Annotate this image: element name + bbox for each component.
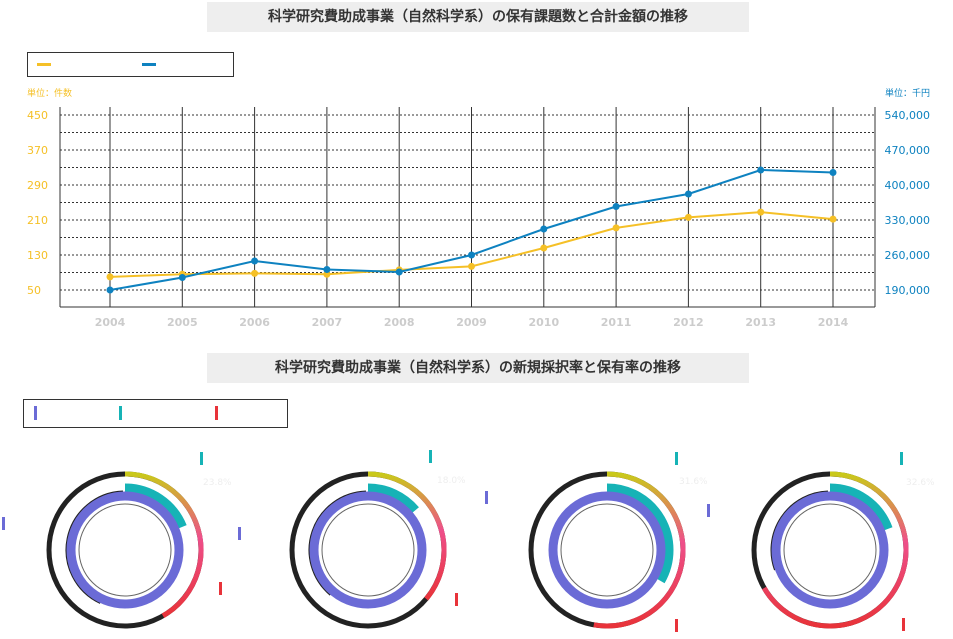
- y-left-tick-label: 50: [27, 284, 41, 297]
- ring-indicator-bar: [455, 593, 458, 606]
- data-point-amount: [178, 274, 186, 281]
- legend-swatch-hold-rate: [119, 406, 122, 420]
- ring-new-arc: [309, 491, 427, 609]
- y-right-tick-label: 540,000: [885, 109, 931, 122]
- ring-indicator-bar: [707, 504, 710, 517]
- data-point-count: [251, 269, 259, 277]
- x-tick-label: 2013: [745, 316, 776, 329]
- data-point-amount: [468, 251, 475, 259]
- chart2-legend: [23, 399, 288, 428]
- ring-hold-arc: [124, 483, 187, 529]
- y-left-tick-label: 210: [27, 214, 48, 227]
- data-point-count: [829, 215, 837, 223]
- x-tick-label: 2007: [312, 316, 343, 329]
- data-point-amount: [757, 166, 765, 174]
- legend-swatch-count: [37, 63, 51, 66]
- x-tick-label: 2009: [456, 316, 487, 329]
- chart1-legend: [27, 52, 234, 77]
- data-point-count: [106, 273, 114, 281]
- y-left-tick-label: 130: [27, 249, 48, 262]
- y-right-tick-label: 260,000: [885, 249, 931, 262]
- ring-hold-arc: [829, 483, 893, 531]
- ring-indicator-bar: [238, 527, 241, 540]
- ring-inner-circle: [78, 503, 172, 597]
- ring-outer-arc: [367, 471, 447, 601]
- x-tick-label: 2005: [167, 316, 198, 329]
- ring-inner-circle: [560, 503, 654, 597]
- ring-indicator-bar-hold: [200, 452, 203, 465]
- x-tick-label: 2014: [818, 316, 849, 329]
- x-tick-label: 2011: [601, 316, 632, 329]
- ring-indicator-bar: [485, 491, 488, 504]
- data-point-count: [757, 208, 765, 216]
- unit-right-label: 単位：千円: [885, 87, 930, 99]
- unit-left-label: 単位：件数: [27, 87, 72, 99]
- data-point-count: [468, 262, 475, 270]
- ring-indicator-bar: [219, 582, 222, 595]
- ring-outer-arc: [762, 471, 909, 629]
- y-left-tick-label: 290: [27, 179, 48, 192]
- ring-hold-arc: [606, 483, 674, 584]
- data-point-amount: [540, 225, 548, 233]
- data-point-amount: [106, 286, 114, 294]
- ring-label-4: 32.6%: [906, 478, 935, 488]
- ring-outer-arc: [593, 471, 686, 629]
- data-point-amount: [251, 257, 259, 265]
- y-left-tick-label: 370: [27, 144, 48, 157]
- data-point-amount: [684, 190, 692, 198]
- ring-new-arc: [771, 491, 889, 609]
- ring-indicator-bar: [675, 619, 678, 632]
- ring-indicator-bar: [902, 618, 905, 631]
- y-right-tick-label: 330,000: [885, 214, 931, 227]
- y-right-tick-label: 400,000: [885, 179, 931, 192]
- line-chart: 単位：件数 単位：千円 2004 2005 2006 2007 2008 2009 2010…: [27, 87, 931, 329]
- x-tick-label: 2004: [95, 316, 126, 329]
- x-tick-label: 2012: [673, 316, 704, 329]
- data-point-amount: [323, 266, 331, 273]
- y-right-tick-label: 190,000: [885, 284, 931, 297]
- ring-indicator-bar: [2, 517, 5, 530]
- ring-indicator-bar-hold: [429, 450, 432, 463]
- chart2-title: 科学研究費助成事業（自然科学系）の新規採択率と保有率の推移: [207, 353, 749, 383]
- data-point-count: [612, 224, 620, 232]
- data-point-amount: [395, 268, 403, 276]
- x-tick-label: 2010: [528, 316, 559, 329]
- x-tick-label: 2006: [239, 316, 270, 329]
- ring-new-arc: [66, 491, 184, 609]
- ring-hold-arc: [367, 483, 419, 514]
- x-tick-label: 2008: [384, 316, 415, 329]
- ring-inner-circle: [321, 503, 415, 597]
- legend-swatch-new-rate: [34, 406, 37, 420]
- ring-label-2: 18.0%: [437, 476, 466, 486]
- data-point-count: [684, 213, 692, 221]
- y-left-tick-label: 450: [27, 109, 48, 122]
- data-point-amount: [612, 203, 620, 210]
- ring-label-1: 23.8%: [203, 478, 232, 488]
- data-point-amount: [829, 169, 837, 176]
- ring-new-arc: [548, 491, 666, 609]
- ring-inner-circle: [783, 503, 877, 597]
- legend-swatch-other: [215, 406, 218, 420]
- y-right-tick-label: 470,000: [885, 144, 931, 157]
- legend-swatch-amount: [142, 63, 156, 66]
- ring-indicator-bar-hold: [675, 452, 678, 465]
- ring-outer-arc: [124, 471, 204, 618]
- ring-indicator-bar-hold: [900, 452, 903, 465]
- ring-label-3: 31.6%: [679, 477, 708, 487]
- data-point-count: [540, 244, 548, 252]
- chart1-title: 科学研究費助成事業（自然科学系）の保有課題数と合計金額の推移: [207, 2, 749, 32]
